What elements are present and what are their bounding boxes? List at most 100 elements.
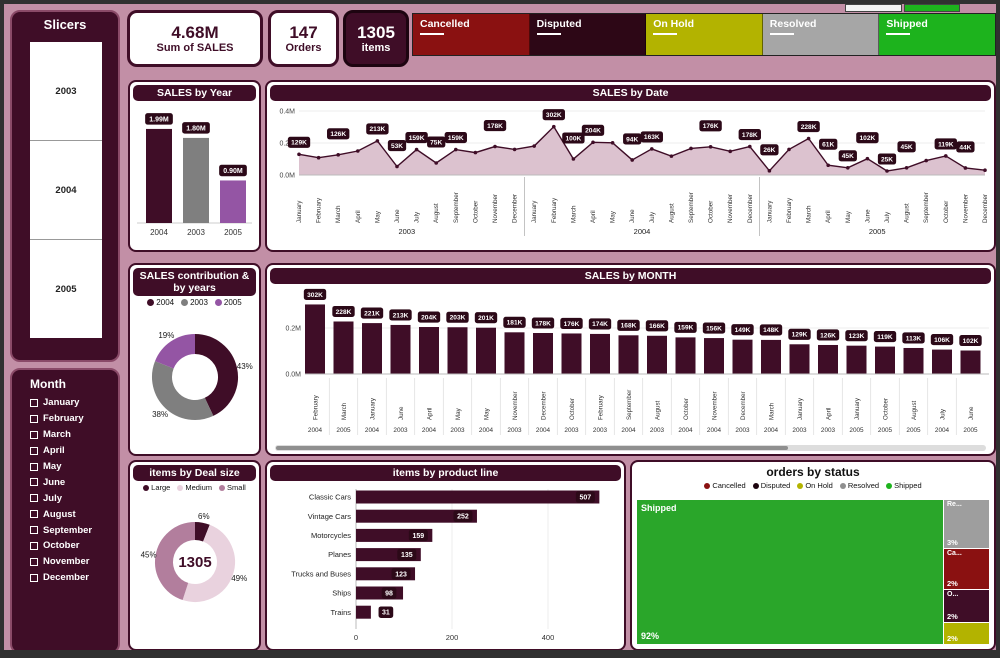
legend-item-on-hold[interactable]: On Hold: [797, 481, 833, 490]
legend-item-2003[interactable]: 2003: [181, 298, 208, 307]
treemap-tile-shipped[interactable]: Shipped 92%: [637, 500, 943, 644]
kpi-items[interactable]: 1305 items: [343, 10, 409, 67]
bar-december-2004: [533, 333, 553, 375]
month-checkbox-july[interactable]: July: [12, 490, 118, 506]
legend-dot: [797, 482, 804, 489]
checkbox-icon[interactable]: [30, 462, 38, 471]
month-label: April: [355, 210, 362, 223]
product-line-chart[interactable]: 0 200 400 Classic Cars 507 Vintage Cars 252 Mot…: [267, 483, 624, 647]
donut-slice-2004[interactable]: [194, 334, 238, 417]
month-label: February: [313, 394, 320, 420]
treemap-tile-re-[interactable]: Re... 3%: [944, 500, 989, 548]
month-checkbox-february[interactable]: February: [12, 411, 118, 427]
month-checkbox-march[interactable]: March: [12, 427, 118, 443]
bar-trains: [355, 605, 371, 619]
treemap-tile-o-[interactable]: O... 2%: [944, 590, 989, 622]
month-checkbox-january[interactable]: January: [12, 395, 118, 411]
data-point: [669, 154, 674, 158]
checkbox-icon[interactable]: [30, 573, 38, 582]
checkbox-icon[interactable]: [30, 446, 38, 455]
sales-by-year-chart[interactable]: 1.99M 2004 1.80M 2003 0.90M 2005: [130, 103, 259, 249]
bar-february-2003: [590, 333, 610, 375]
chart-scrollbar[interactable]: [275, 445, 986, 451]
donut-slice-2005[interactable]: [155, 334, 196, 370]
legend-item-shipped[interactable]: Shipped: [886, 481, 922, 490]
data-label-pill: [145, 113, 173, 125]
month-checkbox-november[interactable]: November: [12, 554, 118, 570]
checkbox-icon[interactable]: [30, 541, 38, 550]
status-button-disputed[interactable]: Disputed: [529, 14, 647, 55]
orders-status-treemap: Shipped 92% Re... 3% Ca... 2% O... 2% 2%: [637, 500, 989, 644]
year-option-2005[interactable]: 2005: [55, 283, 77, 295]
bar-april-2003: [818, 345, 838, 375]
data-label: 45K: [901, 144, 913, 151]
chart-svg: 1.99M 2004 1.80M 2003 0.90M 2005: [137, 113, 252, 237]
month-checkbox-august[interactable]: August: [12, 506, 118, 522]
status-button-resolved[interactable]: Resolved: [762, 14, 880, 55]
status-button-shipped[interactable]: Shipped: [879, 14, 995, 55]
year-label: 2004: [365, 427, 380, 434]
month-checkbox-december[interactable]: December: [12, 570, 118, 586]
year-option-2003[interactable]: 2003: [30, 42, 102, 141]
legend-item-2005[interactable]: 2005: [214, 298, 242, 307]
data-point: [454, 147, 458, 152]
sales-by-month-title: SALES by MONTH: [270, 268, 991, 285]
deal-size-chart[interactable]: 6% 49% 45% 1305: [130, 492, 259, 632]
legend-label: Medium: [185, 483, 213, 493]
month-label: October: [569, 398, 576, 420]
data-label-pill: [956, 141, 975, 153]
month-checkbox-october[interactable]: October: [12, 538, 118, 554]
data-label-pill: [623, 133, 642, 145]
legend-item-disputed[interactable]: Disputed: [752, 481, 790, 490]
data-label-pill: [934, 138, 957, 150]
month-checkbox-september[interactable]: September: [12, 522, 118, 538]
sales-by-date-chart[interactable]: 0.0M 0.2M 0.4M 129K 126K 213K 53K 159K 75K 159K 17…: [267, 103, 994, 250]
data-label: 102K: [963, 338, 979, 345]
legend-item-cancelled[interactable]: Cancelled: [704, 481, 746, 490]
checkbox-icon[interactable]: [30, 478, 38, 487]
donut-slice-2003[interactable]: [152, 361, 214, 421]
year-option-2004[interactable]: 2004: [30, 141, 102, 240]
legend-dot: [143, 484, 150, 491]
data-label: 302K: [546, 112, 562, 119]
legend-item-resolved[interactable]: Resolved: [839, 481, 879, 490]
checkbox-icon[interactable]: [30, 526, 38, 535]
sales-by-month-chart[interactable]: 0.0M 0.2M 302K February 2004 228K March 2005 221…: [267, 286, 994, 440]
legend-item-medium[interactable]: Medium: [177, 483, 212, 492]
month-label: December: [512, 194, 519, 223]
treemap-tile-ca-[interactable]: Ca... 2%: [944, 549, 989, 589]
year-slicer[interactable]: 2003 2004 2005: [28, 40, 104, 340]
legend-item-large[interactable]: Large: [143, 483, 170, 492]
donut-slice-large[interactable]: [194, 522, 210, 542]
checkbox-icon[interactable]: [30, 398, 38, 407]
treemap-tile-small[interactable]: 2%: [944, 623, 989, 644]
month-checkbox-may[interactable]: May: [12, 459, 118, 475]
scrollbar-thumb[interactable]: [276, 446, 788, 450]
checkbox-icon[interactable]: [30, 430, 38, 439]
month-label: February: [598, 394, 605, 420]
data-label-pill: [381, 587, 396, 599]
legend-item-small[interactable]: Small: [219, 483, 246, 492]
checkbox-icon[interactable]: [30, 494, 38, 503]
month-checkbox-april[interactable]: April: [12, 443, 118, 459]
deal-size-title: items by Deal size: [133, 465, 256, 482]
donut-slice-small[interactable]: [155, 522, 196, 601]
sales-contribution-chart[interactable]: 43% 38% 19%: [130, 307, 259, 445]
status-button-cancelled[interactable]: Cancelled: [413, 14, 530, 55]
kpi-orders[interactable]: 147 Orders: [268, 10, 339, 67]
checkbox-icon[interactable]: [30, 557, 38, 566]
month-checkbox-june[interactable]: June: [12, 474, 118, 490]
legend-item-2004[interactable]: 2004: [147, 298, 174, 307]
kpi-sum-of-sales[interactable]: 4.68M Sum of SALES: [127, 10, 263, 67]
data-point: [532, 144, 536, 148]
checkbox-icon[interactable]: [30, 414, 38, 423]
contribution-legend: 2004 2003 2005: [130, 298, 259, 307]
data-label: 106K: [934, 337, 950, 344]
bar-vintage-cars: [355, 509, 477, 523]
month-label: April: [43, 445, 65, 457]
month-label: June: [864, 209, 871, 223]
month-label: August: [43, 508, 76, 520]
donut-slice-medium[interactable]: [182, 524, 235, 603]
status-button-on-hold[interactable]: On Hold: [646, 14, 763, 55]
checkbox-icon[interactable]: [30, 510, 38, 519]
